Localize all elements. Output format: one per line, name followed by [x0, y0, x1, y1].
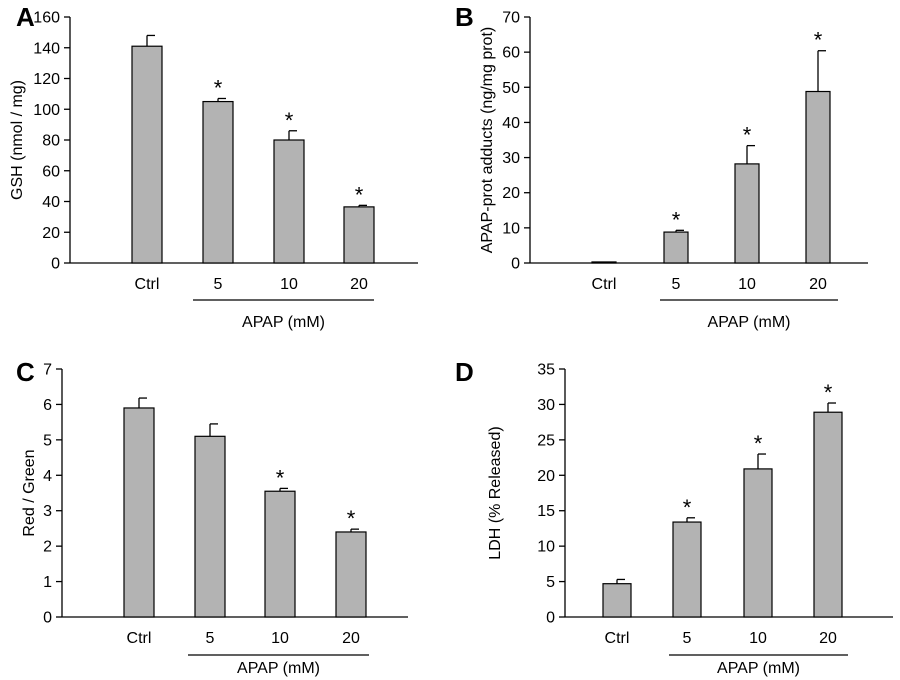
category-label: 10: [738, 276, 756, 293]
category-label: Ctrl: [135, 276, 160, 293]
bar-ctrl: [591, 261, 617, 264]
bar-5: [194, 435, 226, 618]
panel-letter: C: [16, 357, 35, 387]
y-tick-label: 35: [537, 362, 555, 379]
category-label: 10: [271, 630, 289, 647]
category-label: 20: [809, 276, 827, 293]
y-tick-label: 20: [42, 225, 60, 242]
significance-mark: *: [285, 108, 294, 133]
category-label: 10: [280, 276, 298, 293]
y-tick-label: 15: [537, 503, 555, 520]
bar-10: [273, 139, 305, 264]
category-label: 20: [350, 276, 368, 293]
bar-ctrl: [123, 407, 155, 618]
y-tick-label: 10: [537, 539, 555, 556]
significance-mark: *: [754, 431, 763, 456]
bar-10: [734, 163, 760, 264]
y-tick-label: 5: [546, 574, 555, 591]
y-tick-label: 40: [502, 115, 520, 132]
bar-10: [264, 490, 296, 618]
y-axis-title: APAP-prot adducts (ng/mg prot): [479, 27, 496, 253]
bar-20: [805, 90, 831, 264]
group-label: APAP (mM): [237, 660, 320, 677]
y-tick-label: 120: [33, 71, 60, 88]
y-tick-label: 30: [537, 397, 555, 414]
category-label: 5: [214, 276, 223, 293]
category-label: Ctrl: [127, 630, 152, 647]
y-tick-label: 6: [43, 397, 52, 414]
y-tick-label: 0: [511, 256, 520, 273]
bar-20: [335, 531, 367, 618]
bar-ctrl: [131, 45, 163, 264]
significance-mark: *: [276, 465, 285, 490]
y-tick-label: 20: [502, 185, 520, 202]
significance-mark: *: [214, 75, 223, 100]
panel-d: D 0 5 10 15 20 25 30 35 LDH (% Released) Ctrl * 5 * 10…: [455, 357, 893, 677]
significance-mark: *: [355, 182, 364, 207]
panel-letter: D: [455, 357, 474, 387]
y-tick-label: 160: [33, 10, 60, 27]
significance-mark: *: [347, 506, 356, 531]
y-tick-label: 3: [43, 503, 52, 520]
y-tick-label: 100: [33, 102, 60, 119]
y-tick-label: 60: [502, 45, 520, 62]
y-tick-label: 1: [43, 574, 52, 591]
category-label: Ctrl: [592, 276, 617, 293]
y-axis-title: LDH (% Released): [487, 426, 504, 559]
y-tick-label: 2: [43, 539, 52, 556]
bar-20: [813, 411, 843, 618]
panel-b: B 0 10 20 30 40 50 60 70 APAP-prot adducts (ng/mg…: [455, 2, 868, 331]
significance-mark: *: [824, 380, 833, 405]
y-tick-label: 80: [42, 133, 60, 150]
panel-c: C 0 1 2 3 4 5 6 7 Red / Green Ctrl 5 * 10 * 20 APAP (mM): [16, 357, 408, 677]
category-label: 5: [206, 630, 215, 647]
y-tick-label: 7: [43, 362, 52, 379]
y-tick-label: 20: [537, 468, 555, 485]
y-tick-label: 140: [33, 40, 60, 57]
category-label: Ctrl: [605, 630, 630, 647]
bar-10: [743, 468, 773, 618]
category-label: 20: [342, 630, 360, 647]
y-tick-label: 4: [43, 468, 52, 485]
y-tick-label: 70: [502, 10, 520, 27]
group-label: APAP (mM): [717, 660, 800, 677]
category-label: 20: [819, 630, 837, 647]
significance-mark: *: [814, 28, 823, 53]
y-tick-label: 0: [546, 610, 555, 627]
panel-letter: B: [455, 2, 474, 32]
bar-5: [672, 521, 702, 618]
y-tick-label: 5: [43, 432, 52, 449]
panel-a: A 0 20 40 60 80 100 120 140 160 GSH (nmol / mg) Ctr…: [9, 2, 418, 331]
y-tick-label: 10: [502, 220, 520, 237]
bar-20: [343, 206, 375, 264]
group-label: APAP (mM): [708, 314, 791, 331]
y-tick-label: 0: [43, 610, 52, 627]
significance-mark: *: [672, 207, 681, 232]
group-label: APAP (mM): [242, 314, 325, 331]
y-tick-label: 0: [51, 256, 60, 273]
y-axis-title: Red / Green: [21, 449, 38, 536]
y-tick-label: 30: [502, 150, 520, 167]
category-label: 5: [672, 276, 681, 293]
category-label: 10: [749, 630, 767, 647]
panel-letter: A: [16, 2, 35, 32]
bar-5: [663, 231, 689, 264]
y-tick-label: 50: [502, 80, 520, 97]
y-tick-label: 25: [537, 432, 555, 449]
category-label: 5: [683, 630, 692, 647]
bar-ctrl: [602, 583, 632, 618]
significance-mark: *: [683, 495, 692, 520]
significance-mark: *: [743, 123, 752, 148]
bar-5: [202, 100, 234, 264]
y-axis-title: GSH (nmol / mg): [9, 80, 26, 200]
y-tick-label: 40: [42, 194, 60, 211]
y-tick-label: 60: [42, 163, 60, 180]
